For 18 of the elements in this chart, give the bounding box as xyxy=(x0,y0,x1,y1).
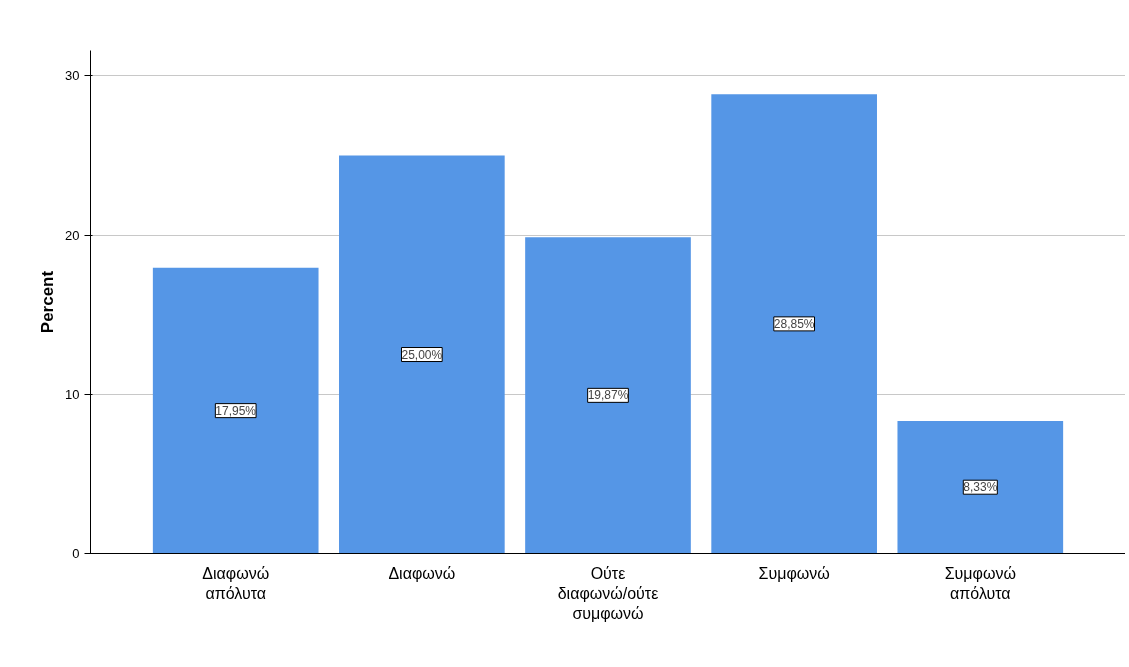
bar xyxy=(525,237,691,554)
data-label: 28,85% xyxy=(773,316,815,331)
x-tick-label: Συμφωνώ απόλυτα xyxy=(944,564,1016,602)
bar xyxy=(897,420,1064,554)
data-label: 25,00% xyxy=(401,347,443,362)
bar xyxy=(152,267,319,554)
y-tick-label: 20 xyxy=(65,227,80,243)
y-tick-label: 30 xyxy=(65,68,80,84)
bar xyxy=(711,94,877,554)
y-tick-label: 0 xyxy=(72,546,80,561)
y-tick-label: 10 xyxy=(65,386,80,402)
x-tick-label: Διαφωνώ απόλυτα xyxy=(202,564,270,602)
x-tick-label: Διαφωνώ xyxy=(388,564,456,582)
x-tick-label: Ούτε διαφωνώ/ούτε συμφωνώ xyxy=(557,564,659,623)
data-label: 19,87% xyxy=(587,388,629,403)
bar xyxy=(339,155,505,554)
y-axis-title: Percent xyxy=(38,270,58,334)
x-tick-label: Συμφωνώ xyxy=(758,564,830,582)
